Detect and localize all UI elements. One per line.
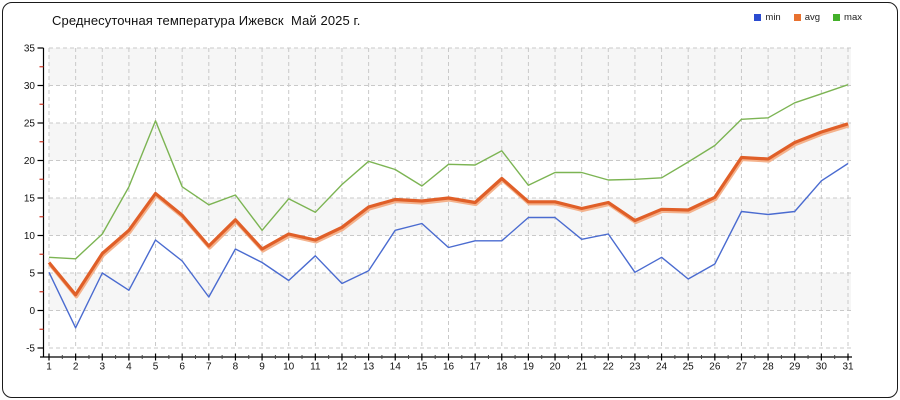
x-tick-label: 7: [206, 362, 212, 373]
x-tick-label: 14: [390, 362, 402, 373]
x-tick-label: 21: [576, 362, 588, 373]
avg-series-line: [47, 122, 849, 297]
x-tick-label: 18: [496, 362, 508, 373]
x-tick-label: 15: [416, 362, 428, 373]
y-tick-label: 0: [29, 306, 35, 317]
y-tick-label: 5: [29, 269, 35, 280]
x-tick-label: 6: [179, 362, 185, 373]
x-tick-label: 17: [470, 362, 482, 373]
x-tick-label: 24: [656, 362, 668, 373]
legend-label-avg: avg: [804, 12, 821, 23]
x-tick-label: 11: [310, 362, 321, 373]
x-tick-label: 20: [549, 362, 561, 373]
x-tick-label: 19: [523, 362, 535, 373]
y-tick-label: 20: [24, 156, 36, 167]
x-tick-label: 4: [126, 362, 132, 373]
x-tick-label: 30: [816, 362, 828, 373]
chart-title: Среднесуточная температура Ижевск Май 20…: [52, 13, 361, 28]
y-tick-label: 30: [24, 81, 36, 92]
legend-label-max: max: [844, 12, 862, 23]
x-tick-label: 1: [46, 362, 52, 373]
y-tick-label: -5: [26, 344, 35, 355]
max-series-swatch-icon: [833, 14, 841, 22]
x-tick-label: 9: [259, 362, 265, 373]
x-tick-label: 16: [443, 362, 455, 373]
legend-item-min: min: [754, 12, 781, 23]
x-tick-label: 29: [789, 362, 801, 373]
x-tick-label: 27: [736, 362, 748, 373]
y-tick-label: 10: [24, 231, 36, 242]
x-tick-label: 31: [842, 362, 854, 373]
y-tick-label: 15: [24, 194, 36, 205]
max-series-line: [48, 84, 849, 260]
x-tick-label: 5: [153, 362, 159, 373]
x-tick-label: 13: [363, 362, 375, 373]
min-series-line: [48, 162, 849, 329]
x-tick-label: 25: [683, 362, 695, 373]
x-tick-label: 23: [629, 362, 641, 373]
legend-item-avg: avg: [793, 12, 821, 23]
x-tick-label: 8: [233, 362, 239, 373]
y-tick-label: 35: [24, 44, 36, 55]
x-tick-label: 2: [73, 362, 79, 373]
plot-band: [49, 273, 851, 311]
avg-series-swatch-icon: [793, 14, 801, 22]
legend-label-min: min: [765, 12, 781, 23]
x-tick-label: 26: [709, 362, 721, 373]
x-tick-label: 28: [763, 362, 775, 373]
min-series-swatch-icon: [754, 14, 762, 22]
legend: min avg max: [754, 13, 862, 23]
y-tick-label: 25: [24, 119, 36, 130]
legend-item-max: max: [833, 13, 862, 23]
x-tick-label: 3: [99, 362, 105, 373]
x-tick-label: 12: [336, 362, 348, 373]
x-tick-label: 10: [283, 362, 295, 373]
plot-band: [49, 48, 851, 86]
x-tick-label: 22: [603, 362, 615, 373]
